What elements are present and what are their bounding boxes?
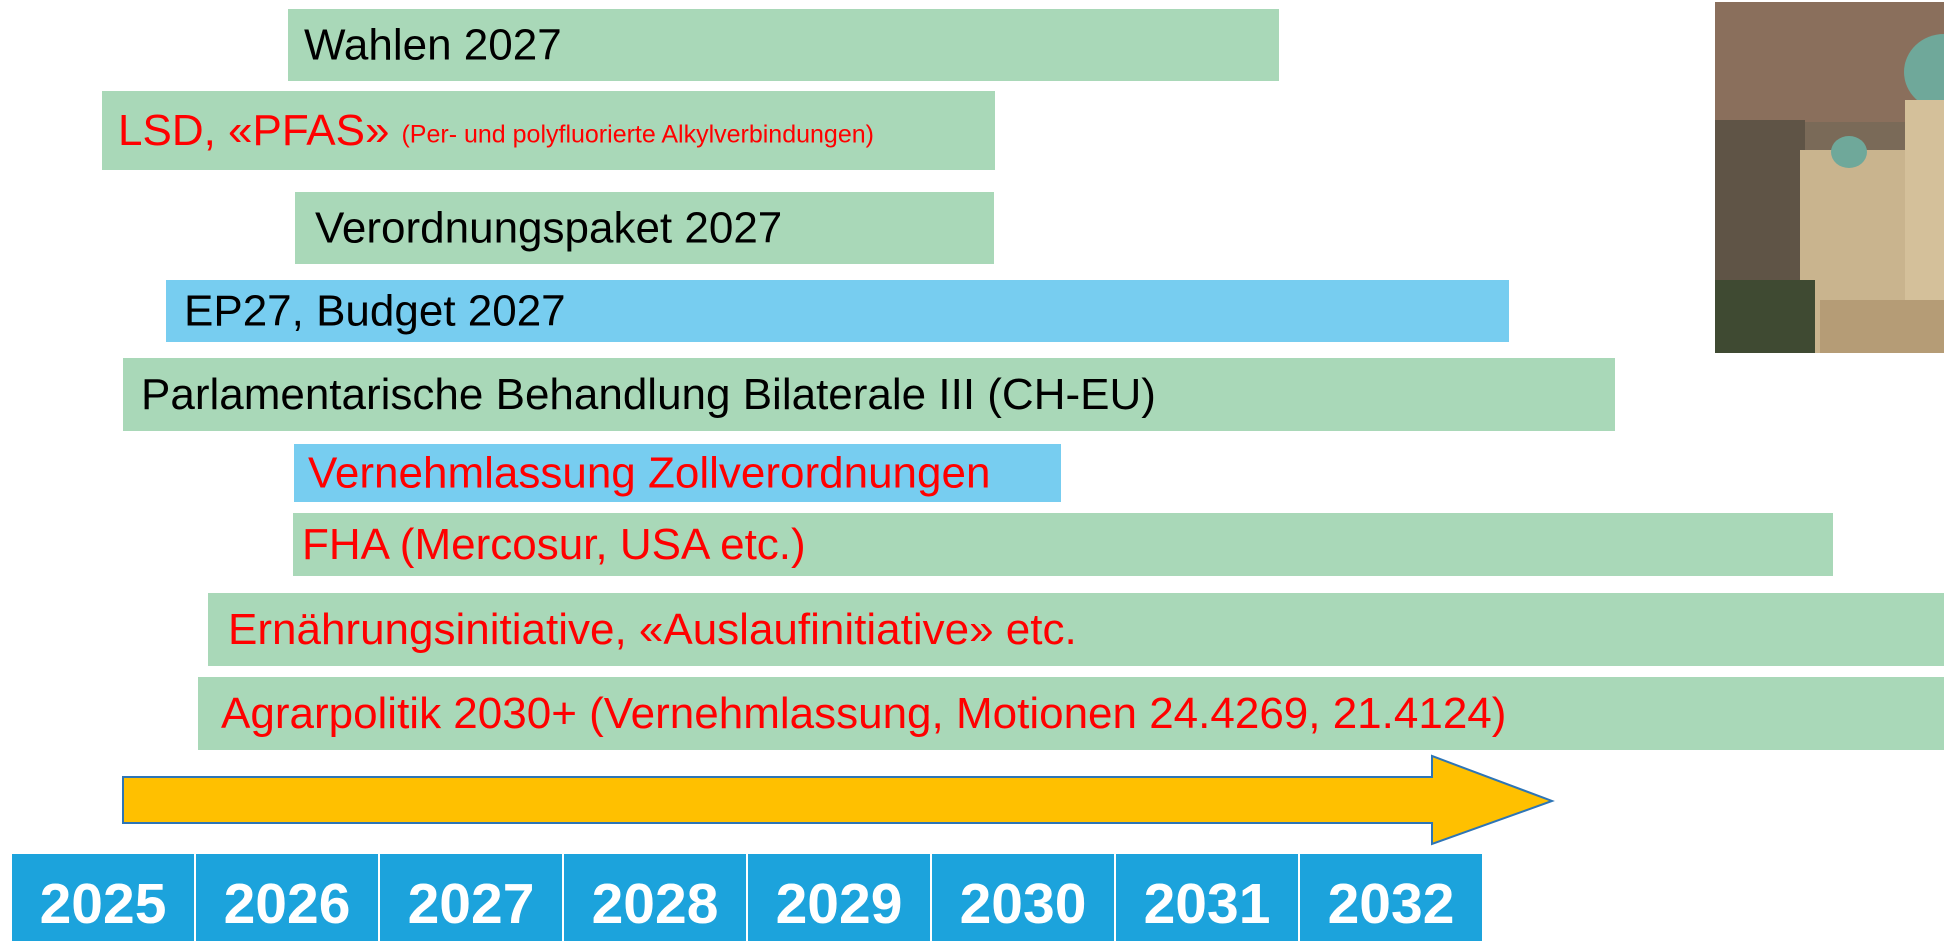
bar-label: Wahlen 2027	[304, 21, 562, 70]
bar-label: Vernehmlassung Zollverordnungen	[308, 449, 990, 498]
bar: Ernährungsinitiative, «Auslaufinitiative…	[208, 593, 1944, 666]
bar: Verordnungspaket 2027	[295, 192, 994, 264]
bar: FHA (Mercosur, USA etc.)	[293, 513, 1833, 576]
year-label: 2032	[1328, 872, 1455, 936]
bar-label: Verordnungspaket 2027	[315, 204, 782, 253]
bar: EP27, Budget 2027	[166, 280, 1509, 342]
bar-label: LSD, «PFAS»	[118, 106, 389, 155]
year-label: 2029	[776, 872, 903, 936]
timeline-diagram: Wahlen 2027 LSD, «PFAS» (Per- und polyfluo…	[0, 0, 1944, 941]
photo	[1715, 2, 1944, 353]
arrow	[123, 756, 1552, 844]
year-label: 2027	[408, 872, 535, 936]
year-label: 2026	[224, 872, 351, 936]
year-label: 2025	[40, 872, 167, 936]
bar-label: EP27, Budget 2027	[184, 287, 566, 336]
bar-label: Agrarpolitik 2030+ (Vernehmlassung, Moti…	[221, 689, 1506, 738]
year-label: 2030	[960, 872, 1087, 936]
year-label: 2028	[592, 872, 719, 936]
bar-label: FHA (Mercosur, USA etc.)	[302, 520, 806, 569]
bar: Parlamentarische Behandlung Bilaterale I…	[123, 358, 1615, 431]
bar: Agrarpolitik 2030+ (Vernehmlassung, Moti…	[198, 677, 1944, 750]
bar-label: Ernährungsinitiative, «Auslaufinitiative…	[228, 605, 1077, 654]
bar: LSD, «PFAS» (Per- und polyfluorierte Alky…	[102, 91, 995, 170]
bar: Vernehmlassung Zollverordnungen	[294, 444, 1061, 502]
bar: Wahlen 2027	[288, 9, 1279, 81]
bar-label: Parlamentarische Behandlung Bilaterale I…	[141, 370, 1156, 419]
bar-note: (Per- und polyfluorierte Alkylverbindung…	[401, 121, 873, 149]
year-label: 2031	[1144, 872, 1271, 936]
